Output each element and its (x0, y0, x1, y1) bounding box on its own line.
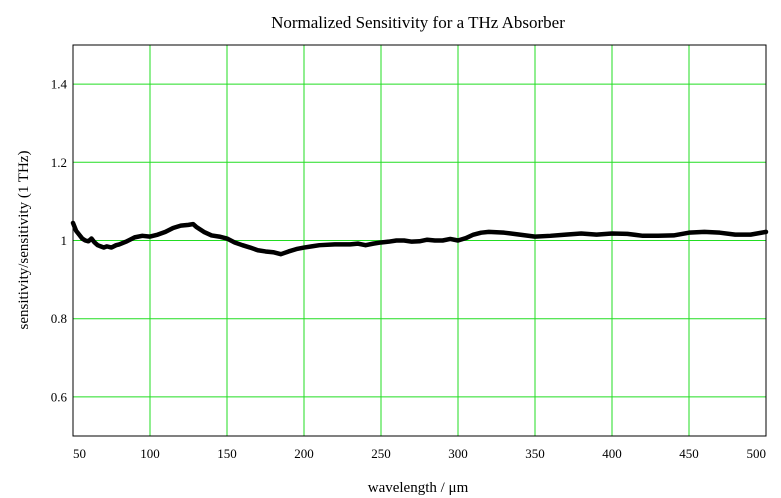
x-tick-label: 300 (448, 446, 468, 461)
x-tick-label: 50 (73, 446, 86, 461)
x-tick-labels: 50 100 150 200 250 300 350 400 450 500 (73, 446, 766, 461)
y-axis-label: sensitivity/sensitivity (1 THz) (16, 151, 32, 330)
y-tick-label: 1.2 (51, 155, 67, 170)
x-tick-label: 500 (747, 446, 767, 461)
y-tick-labels: 0.6 0.8 1 1.2 1.4 (51, 77, 68, 405)
chart-title: Normalized Sensitivity for a THz Absorbe… (271, 13, 565, 32)
x-tick-label: 150 (217, 446, 237, 461)
data-line (70, 220, 769, 257)
x-axis-label: wavelength / μm (368, 480, 469, 496)
plot-frame (72, 44, 767, 437)
y-tick-label: 1.4 (51, 77, 68, 92)
x-tick-label: 400 (602, 446, 622, 461)
x-tick-label: 200 (294, 446, 314, 461)
y-tick-label: 0.8 (51, 311, 67, 326)
x-tick-label: 100 (140, 446, 160, 461)
y-tick-label: 1 (61, 233, 68, 248)
x-tick-label: 250 (371, 446, 391, 461)
x-tick-label: 350 (525, 446, 545, 461)
y-tick-label: 0.6 (51, 389, 68, 404)
x-tick-label: 450 (679, 446, 699, 461)
